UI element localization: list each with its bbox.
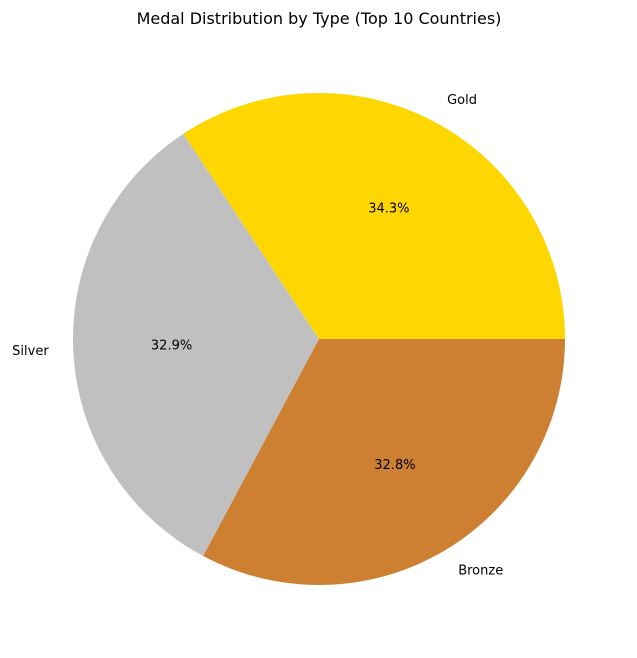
pie-slices — [72, 93, 566, 585]
pie-slice-gold — [183, 93, 566, 339]
slice-percent-gold: 34.3% — [368, 201, 409, 216]
slice-percent-silver: 32.9% — [151, 338, 192, 353]
slice-label-silver: Silver — [12, 344, 49, 359]
pie-slice-bronze — [203, 339, 565, 585]
pie-slice-silver — [72, 133, 319, 557]
slice-percent-bronze: 32.8% — [374, 458, 415, 473]
chart-title: Medal Distribution by Type (Top 10 Count… — [137, 9, 502, 28]
pie-labels: Gold 34.3% Silver 32.9% Bronze 32.8% — [12, 93, 503, 578]
slice-label-bronze: Bronze — [458, 564, 503, 579]
slice-label-gold: Gold — [447, 93, 477, 108]
